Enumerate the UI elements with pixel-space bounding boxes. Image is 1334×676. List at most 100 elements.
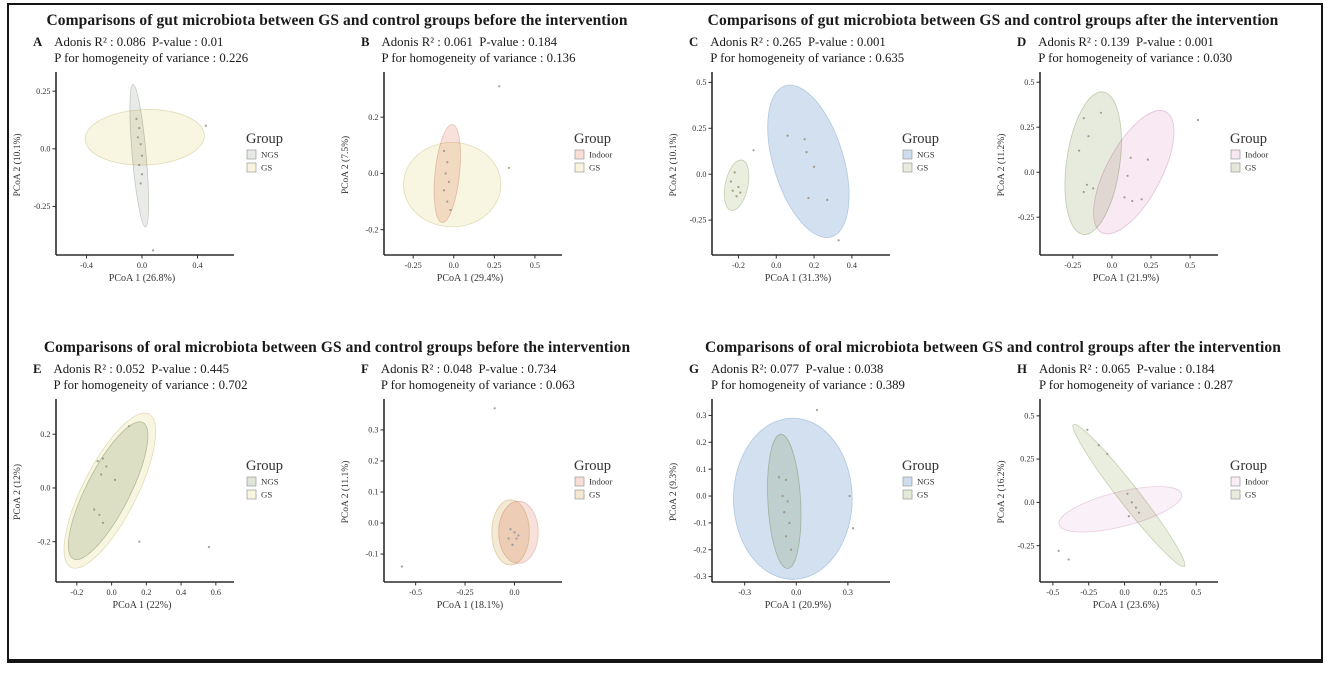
y-tick-label: 0.0 bbox=[368, 519, 378, 528]
x-tick-label: 0.25 bbox=[487, 261, 501, 270]
data-point bbox=[1123, 196, 1126, 199]
adonis-stats: Adonis R² : 0.265 P-value : 0.001 bbox=[710, 35, 886, 49]
points-layer bbox=[1057, 428, 1140, 561]
panel-letter: H bbox=[1017, 362, 1027, 376]
y-axis-label: PCoA 2 (10.1%) bbox=[668, 133, 679, 196]
panel-header: D Adonis R² : 0.139 P-value : 0.001 P for … bbox=[993, 32, 1321, 67]
panel-d: D Adonis R² : 0.139 P-value : 0.001 P for … bbox=[993, 32, 1321, 295]
legend-label-indoor: Indoor bbox=[589, 149, 613, 159]
panel-stats: Adonis R² : 0.048 P-value : 0.734 P for h… bbox=[381, 362, 575, 394]
panel-e: E Adonis R² : 0.052 P-value : 0.445 P for … bbox=[9, 359, 337, 622]
y-axis-label: PCoA 2 (9.3%) bbox=[668, 463, 679, 521]
figure-frame: Comparisons of gut microbiota between GS… bbox=[7, 3, 1323, 663]
data-point bbox=[837, 239, 840, 242]
section-panels: C Adonis R² : 0.265 P-value : 0.001 P for … bbox=[665, 32, 1321, 295]
ellipse-gs bbox=[1072, 423, 1186, 568]
x-tick-label: 0.4 bbox=[847, 261, 857, 270]
y-tick-label: 0.5 bbox=[1024, 411, 1034, 420]
legend-swatch-ngs bbox=[246, 149, 257, 160]
panel-stats: Adonis R² : 0.052 P-value : 0.445 P for h… bbox=[54, 362, 248, 394]
y-tick-label: -0.1 bbox=[366, 550, 379, 559]
data-point bbox=[803, 138, 806, 141]
y-tick-label: -0.2 bbox=[366, 225, 379, 234]
points-layer bbox=[1077, 111, 1200, 203]
data-point bbox=[1131, 199, 1134, 203]
legend-label-gs: GS bbox=[1245, 489, 1256, 499]
x-tick-label: -0.5 bbox=[409, 588, 422, 597]
data-point bbox=[1146, 158, 1149, 161]
points-layer bbox=[400, 407, 520, 568]
x-tick-label: -0.25 bbox=[1064, 261, 1081, 270]
data-point bbox=[442, 149, 446, 153]
data-point bbox=[731, 189, 734, 192]
legend-swatch-ngs bbox=[246, 476, 257, 487]
data-point bbox=[788, 521, 791, 524]
data-point bbox=[511, 543, 514, 546]
data-point bbox=[98, 513, 101, 516]
homogeneity-stats: P for homogeneity of variance : 0.635 bbox=[710, 50, 905, 65]
data-point bbox=[101, 521, 105, 524]
x-tick-label: 0.0 bbox=[771, 261, 781, 270]
points-layer bbox=[777, 408, 855, 551]
panel-letter: D bbox=[1017, 35, 1027, 49]
x-tick-label: 0.3 bbox=[843, 588, 853, 597]
legend-swatch-indoor bbox=[574, 476, 585, 487]
legend-label-gs: GS bbox=[917, 489, 928, 499]
x-axis-label: PCoA 1 (18.1%) bbox=[437, 600, 503, 611]
x-tick-label: 0.6 bbox=[211, 588, 221, 597]
y-tick-label: -0.25 bbox=[1017, 213, 1034, 222]
y-tick-label: -0.25 bbox=[33, 202, 50, 211]
data-point bbox=[138, 126, 141, 130]
data-point bbox=[729, 180, 733, 183]
data-point bbox=[784, 478, 788, 481]
x-tick-label: -0.5 bbox=[1046, 588, 1059, 597]
data-point bbox=[1106, 452, 1109, 455]
y-axis-label: PCoA 2 (7.5%) bbox=[340, 136, 351, 194]
legend-label-gs: GS bbox=[261, 489, 272, 499]
legend-swatch-gs bbox=[902, 489, 913, 500]
y-tick-label: 0.25 bbox=[692, 124, 706, 133]
y-tick-label: 0.25 bbox=[36, 87, 50, 96]
legend-label-ngs: NGS bbox=[917, 476, 935, 486]
data-point bbox=[781, 494, 784, 498]
section-panels: A Adonis R² : 0.086 P-value : 0.01 P for h… bbox=[9, 32, 665, 295]
legend-swatch-ngs bbox=[902, 476, 913, 487]
section-oral-before: Comparisons of oral microbiota between G… bbox=[9, 332, 665, 659]
x-tick-label: 0.0 bbox=[1119, 588, 1129, 597]
data-point bbox=[1126, 492, 1129, 495]
data-point bbox=[138, 540, 141, 543]
legend-title: Group bbox=[1230, 131, 1267, 147]
data-point bbox=[400, 565, 403, 568]
data-point bbox=[135, 117, 138, 120]
data-point bbox=[1092, 187, 1095, 190]
ellipse-layer bbox=[84, 84, 205, 228]
legend-label-indoor: Indoor bbox=[589, 476, 613, 486]
y-tick-label: 0.3 bbox=[696, 411, 706, 420]
y-tick-label: 0.2 bbox=[696, 438, 706, 447]
legend: Group Indoor GS bbox=[1230, 131, 1269, 173]
data-point bbox=[101, 457, 105, 460]
panel-header: C Adonis R² : 0.265 P-value : 0.001 P for … bbox=[665, 32, 993, 67]
y-tick-label: 0.25 bbox=[1020, 455, 1034, 464]
homogeneity-stats: P for homogeneity of variance : 0.287 bbox=[1038, 377, 1233, 392]
x-tick-label: 0.0 bbox=[137, 261, 147, 270]
y-tick-label: 0.0 bbox=[40, 144, 50, 153]
data-point bbox=[786, 500, 789, 503]
x-tick-label: 0.25 bbox=[1144, 261, 1158, 270]
data-point bbox=[105, 465, 108, 468]
panel-header: A Adonis R² : 0.086 P-value : 0.01 P for h… bbox=[9, 32, 337, 67]
section-title-oral-after: Comparisons of oral microbiota between G… bbox=[705, 339, 1281, 356]
data-point bbox=[1127, 515, 1130, 518]
data-point bbox=[1082, 117, 1085, 120]
y-tick-label: 0.0 bbox=[1024, 168, 1034, 177]
data-point bbox=[151, 249, 155, 252]
points-layer bbox=[442, 85, 511, 212]
data-point bbox=[509, 528, 512, 531]
legend: Group NGS GS bbox=[246, 458, 283, 500]
pcoa-plot-G: -0.3 0.0 0.3 -0.3 -0.2 -0.1 0.0 0.1 0.2 0.3 PCoA 1… bbox=[668, 398, 939, 611]
data-point bbox=[1077, 149, 1081, 152]
data-point bbox=[752, 149, 755, 152]
panel-header: F Adonis R² : 0.048 P-value : 0.734 P for … bbox=[337, 359, 665, 394]
data-point bbox=[786, 134, 789, 137]
data-point bbox=[807, 196, 810, 200]
